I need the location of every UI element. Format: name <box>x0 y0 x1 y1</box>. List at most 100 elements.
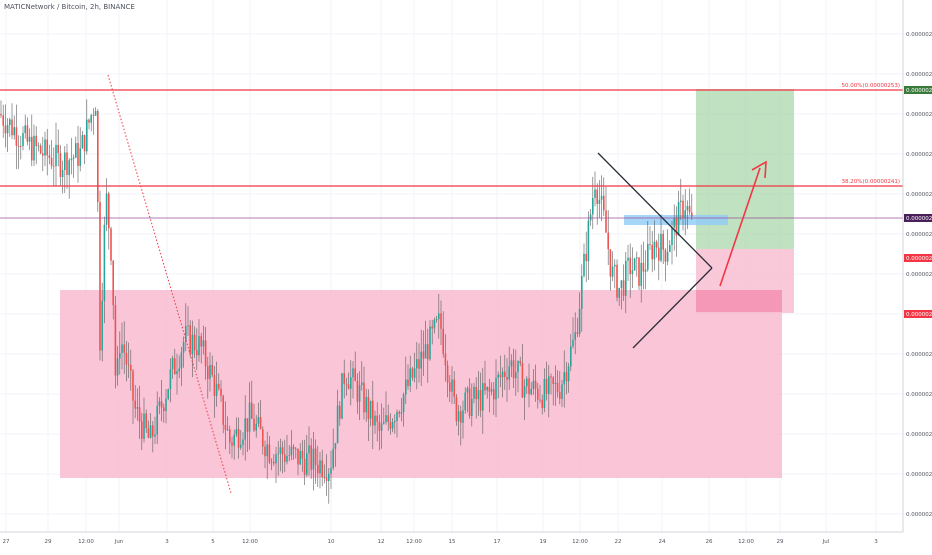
candle-body <box>321 460 323 477</box>
time-tick-label: 29 <box>45 539 52 545</box>
candle-body <box>275 454 277 464</box>
time-tick-label: 12:00 <box>572 539 588 545</box>
candle-body <box>66 152 68 175</box>
candle-body <box>490 389 493 392</box>
candle-body <box>369 400 372 419</box>
candle-body <box>284 454 286 462</box>
fib-label: 38.20%(0.00000241) <box>841 179 900 185</box>
candle-body <box>539 399 541 401</box>
candle-body <box>352 368 354 378</box>
candle-body <box>336 405 339 444</box>
candle-body <box>314 448 317 465</box>
candle-body <box>158 401 161 406</box>
candle-body <box>134 400 136 409</box>
candle-body <box>171 358 174 370</box>
candle-body <box>444 353 447 366</box>
candle-body <box>90 115 92 123</box>
candle-body <box>517 360 519 373</box>
candle-body <box>97 111 99 203</box>
candle-body <box>570 346 572 367</box>
candle-body <box>215 383 218 396</box>
candle-body <box>686 206 689 211</box>
target-arrow-head <box>751 160 767 179</box>
candle-body <box>493 389 495 400</box>
candle-body <box>651 244 653 260</box>
candle-body <box>578 308 581 334</box>
candle-body <box>262 429 264 447</box>
candle-body <box>20 145 22 147</box>
candle-body <box>669 245 671 252</box>
candle-body <box>552 377 554 385</box>
candle-body <box>561 384 563 399</box>
triangle-upper-line <box>597 152 713 269</box>
candle-body <box>600 195 603 200</box>
candle-body <box>673 218 675 228</box>
candle-body <box>57 144 59 154</box>
candle-body <box>367 396 370 419</box>
candle-body <box>251 402 253 419</box>
candle-body <box>358 385 361 402</box>
candle-body <box>81 135 84 149</box>
price-label-bg <box>904 310 932 318</box>
candle-body <box>680 200 682 202</box>
candle-body <box>61 170 64 178</box>
price-tick-label: 0.00000200 <box>906 512 932 518</box>
candle-body <box>235 429 238 435</box>
candle-body <box>288 455 290 457</box>
candle-body <box>541 399 543 409</box>
candle-body <box>178 368 180 372</box>
candle-body <box>99 202 101 351</box>
candle-body <box>198 336 200 356</box>
candle-body <box>658 247 660 261</box>
candle-body <box>488 386 491 392</box>
time-tick-label: 27 <box>3 539 10 545</box>
candle-body <box>519 360 521 364</box>
candle-body <box>31 136 33 161</box>
candle-body <box>372 400 374 426</box>
candle-body <box>196 350 198 356</box>
candle-body <box>75 142 77 158</box>
candle-body <box>286 455 288 462</box>
candle-body <box>174 358 176 375</box>
candle-body <box>328 473 330 481</box>
candle-body <box>149 425 152 438</box>
candle-body <box>409 368 411 386</box>
time-tick-label: 5 <box>211 539 215 545</box>
candle-body <box>396 411 398 421</box>
candle-body <box>209 364 211 379</box>
candle-body <box>655 241 658 248</box>
candle-body <box>534 380 537 389</box>
candle-body <box>72 157 75 159</box>
candle-body <box>136 407 139 409</box>
candle-body <box>482 383 484 411</box>
candle-body <box>145 413 147 429</box>
candle-body <box>627 257 629 261</box>
candle-body <box>231 442 233 446</box>
candle-body <box>200 336 202 347</box>
candle-body <box>449 382 451 392</box>
price-tick-label: 0.00000250 <box>906 112 932 118</box>
target-arrow <box>719 167 761 287</box>
candle-body <box>523 386 526 398</box>
candle-body <box>378 421 381 431</box>
price-tick-label: 0.00000245 <box>906 152 932 158</box>
time-tick-label: 12 <box>378 539 385 545</box>
candle-body <box>574 332 576 340</box>
candle-body <box>429 326 431 360</box>
candle-body <box>279 447 282 454</box>
candle-body <box>255 423 257 431</box>
candle-body <box>319 460 321 474</box>
candle-body <box>125 352 128 365</box>
candle-body <box>422 351 425 359</box>
time-tick-label: 12:00 <box>78 539 94 545</box>
price-tick-label: 0.00000210 <box>906 432 932 438</box>
candle-body <box>101 300 103 351</box>
time-tick-label: 15 <box>449 539 456 545</box>
candle-body <box>440 313 442 329</box>
candle-body <box>622 280 625 296</box>
time-tick-label: 22 <box>615 539 622 545</box>
candle-body <box>88 119 90 123</box>
candle-body <box>11 119 13 136</box>
candle-body <box>268 444 271 463</box>
candle-body <box>240 444 242 448</box>
